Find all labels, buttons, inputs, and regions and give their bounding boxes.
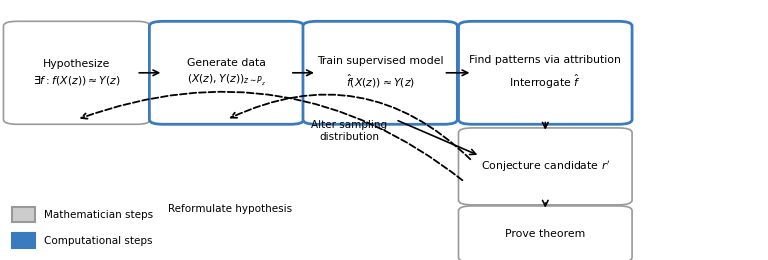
- Text: Find patterns via attribution
Interrogate $\hat{f}$: Find patterns via attribution Interrogat…: [469, 55, 621, 90]
- FancyBboxPatch shape: [303, 21, 457, 124]
- Text: Generate data
$(X(z), Y(z))_{z{\sim}P_z}$: Generate data $(X(z), Y(z))_{z{\sim}P_z}…: [187, 58, 266, 88]
- Text: Alter sampling
distribution: Alter sampling distribution: [311, 120, 388, 142]
- Text: Train supervised model
$\hat{f}(X(z)) \approx Y(z)$: Train supervised model $\hat{f}(X(z)) \a…: [317, 56, 443, 90]
- Text: Hypothesize
$\exists f: f(X(z)) \approx Y(z)$: Hypothesize $\exists f: f(X(z)) \approx …: [33, 59, 121, 87]
- FancyBboxPatch shape: [12, 233, 35, 248]
- FancyBboxPatch shape: [4, 21, 151, 124]
- FancyBboxPatch shape: [458, 21, 632, 124]
- FancyBboxPatch shape: [149, 21, 303, 124]
- FancyBboxPatch shape: [12, 207, 35, 222]
- Text: Mathematician steps: Mathematician steps: [44, 210, 153, 219]
- FancyBboxPatch shape: [458, 128, 632, 205]
- Text: Prove theorem: Prove theorem: [505, 229, 585, 239]
- Text: Conjecture candidate $r'$: Conjecture candidate $r'$: [481, 159, 610, 174]
- Text: Computational steps: Computational steps: [44, 236, 152, 245]
- Text: Reformulate hypothesis: Reformulate hypothesis: [168, 204, 293, 214]
- FancyBboxPatch shape: [458, 206, 632, 260]
